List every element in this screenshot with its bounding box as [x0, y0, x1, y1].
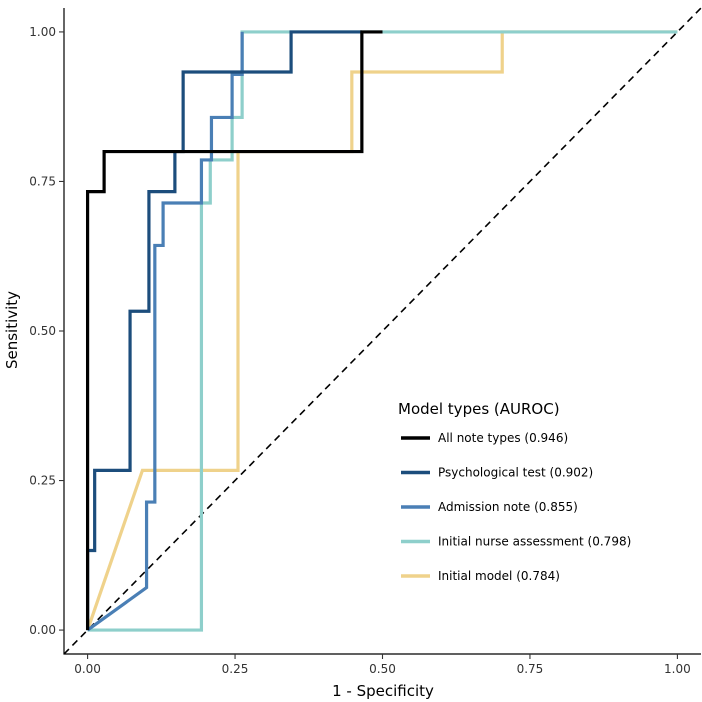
legend-label: Psychological test (0.902)	[438, 466, 593, 480]
y-tick-label: 0.25	[29, 474, 56, 488]
y-axis-title: Sensitivity	[3, 291, 21, 369]
y-tick-label: 0.50	[29, 324, 56, 338]
y-axis: 0.00 0.25 0.50 0.75 1.00	[29, 8, 65, 655]
x-axis-title: 1 - Specificity	[332, 682, 434, 700]
legend-label: Admission note (0.855)	[438, 500, 578, 514]
x-axis: 0.00 0.25 0.50 0.75 1.00	[63, 653, 701, 676]
reference-diagonal-line	[63, 7, 702, 655]
roc-curve-admission-note	[86, 31, 244, 632]
x-tick-label: 1.00	[664, 662, 691, 676]
legend-label: Initial nurse assessment (0.798)	[438, 535, 631, 549]
x-tick-label: 0.75	[517, 662, 544, 676]
x-tick-label: 0.50	[369, 662, 396, 676]
x-tick-label: 0.00	[74, 662, 101, 676]
x-tick-label: 0.25	[222, 662, 249, 676]
legend-title: Model types (AUROC)	[398, 400, 560, 418]
y-tick-label: 0.00	[29, 623, 56, 637]
y-tick-label: 1.00	[29, 25, 56, 39]
y-tick-label: 0.75	[29, 174, 56, 188]
legend-label: All note types (0.946)	[438, 431, 568, 445]
plot-area	[63, 7, 702, 655]
legend: Model types (AUROC) All note types (0.94…	[398, 400, 631, 583]
roc-curve-all-note-types	[85, 30, 383, 631]
legend-label: Initial model (0.784)	[438, 569, 560, 583]
roc-curve-psychological-test	[85, 30, 362, 631]
